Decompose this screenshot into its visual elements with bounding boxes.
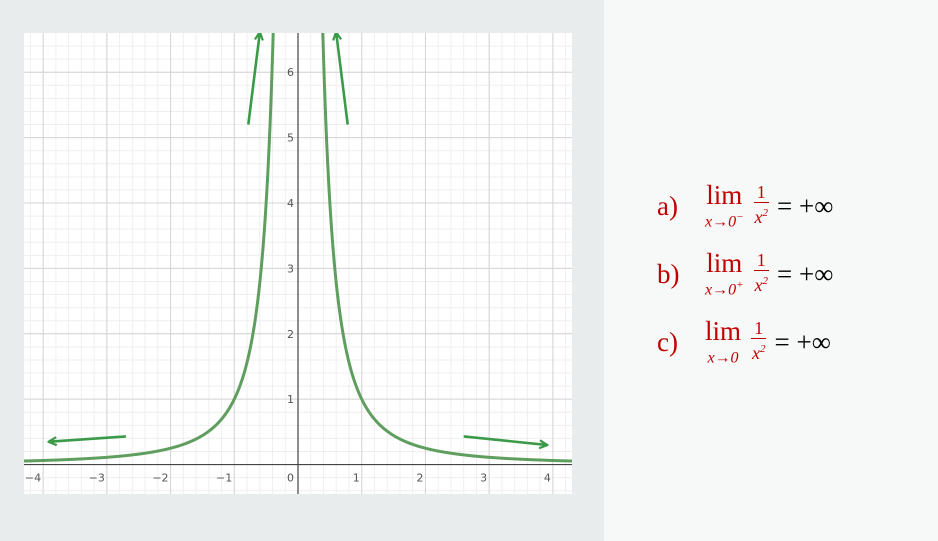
denominator-exponent: 2	[760, 342, 766, 355]
fraction-denominator: x2	[752, 271, 772, 295]
arrow-icon	[247, 33, 259, 125]
limit-row-a: a) lim x→0− 1 x2 = +∞	[657, 172, 927, 240]
y-tick-label: 3	[287, 262, 294, 275]
denominator-exponent: 2	[762, 206, 769, 219]
lim-subscript-sup: +	[736, 279, 744, 292]
fraction-numerator: 1	[753, 250, 769, 271]
graph-frame: −4 −3 −2 −1 0 1 2 3 4 1 2 3 4 5 6	[24, 33, 572, 494]
fraction: 1 x2	[749, 318, 769, 363]
fraction: 1 x2	[752, 250, 772, 295]
limit-label: a)	[657, 190, 678, 221]
fraction-denominator: x2	[749, 339, 769, 363]
lim-subscript: x→0	[707, 345, 738, 366]
x-tick-label: −4	[25, 472, 41, 485]
x-tick-label: 0	[287, 472, 294, 485]
lim-word: lim	[705, 316, 742, 347]
arrow-icon	[49, 435, 127, 441]
denominator-base: x	[754, 206, 763, 227]
x-tick-label: 1	[353, 472, 360, 485]
fraction-denominator: x2	[752, 203, 772, 227]
limit-result: = +∞	[777, 258, 834, 289]
curve-right-branch	[321, 33, 572, 463]
limit-result: = +∞	[777, 190, 834, 221]
denominator-exponent: 2	[762, 274, 769, 287]
y-tick-label: 4	[287, 197, 294, 210]
limit-row-b: b) lim x→0+ 1 x2 = +∞	[657, 240, 927, 308]
x-tick-label: −3	[89, 472, 105, 485]
lim-operator: lim x→0−	[705, 181, 744, 230]
x-tick-label: 3	[480, 472, 487, 485]
lim-word: lim	[706, 248, 743, 279]
lim-subscript-text: x→0	[705, 213, 737, 231]
lim-word: lim	[706, 180, 743, 211]
denominator-base: x	[752, 342, 761, 363]
limit-row-c: c) lim x→0 1 x2 = +∞	[657, 308, 927, 376]
function-graph: −4 −3 −2 −1 0 1 2 3 4 1 2 3 4 5 6	[24, 33, 572, 494]
arrow-icon	[336, 33, 349, 125]
x-tick-label: −2	[152, 472, 168, 485]
x-tick-label: −1	[216, 472, 232, 485]
y-tick-label: 1	[287, 393, 294, 406]
x-tick-label: 4	[544, 472, 551, 485]
denominator-base: x	[754, 274, 763, 295]
limit-label: b)	[657, 258, 680, 289]
x-tick-label: 2	[416, 472, 423, 485]
lim-operator: lim x→0+	[705, 249, 744, 298]
fraction: 1 x2	[752, 182, 772, 227]
limit-result: = +∞	[774, 326, 831, 357]
y-tick-label: 2	[287, 328, 294, 341]
lim-subscript: x→0−	[705, 209, 744, 230]
lim-subscript-text: x→0	[707, 349, 739, 367]
limit-label: c)	[657, 326, 678, 357]
fraction-numerator: 1	[753, 182, 769, 203]
limit-formulas: a) lim x→0− 1 x2 = +∞ b) lim x→0+ 1 x2 =…	[657, 172, 927, 376]
y-tick-label: 5	[287, 132, 294, 145]
y-tick-label: 6	[287, 66, 294, 79]
graph-panel: −4 −3 −2 −1 0 1 2 3 4 1 2 3 4 5 6	[0, 0, 604, 541]
lim-subscript-text: x→0	[705, 281, 737, 299]
fraction-numerator: 1	[751, 318, 767, 339]
lim-subscript-sup: −	[736, 211, 744, 224]
lim-operator: lim x→0	[705, 317, 741, 366]
curve-left-branch	[24, 33, 275, 463]
lim-subscript: x→0+	[705, 277, 744, 298]
arrow-icon	[463, 435, 547, 445]
